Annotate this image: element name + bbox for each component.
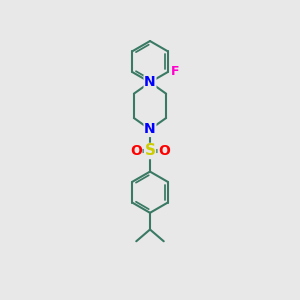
Text: S: S (145, 143, 155, 158)
Text: F: F (170, 65, 179, 79)
Text: O: O (130, 144, 142, 158)
Text: N: N (144, 75, 156, 89)
Text: O: O (158, 144, 170, 158)
Text: N: N (144, 122, 156, 136)
